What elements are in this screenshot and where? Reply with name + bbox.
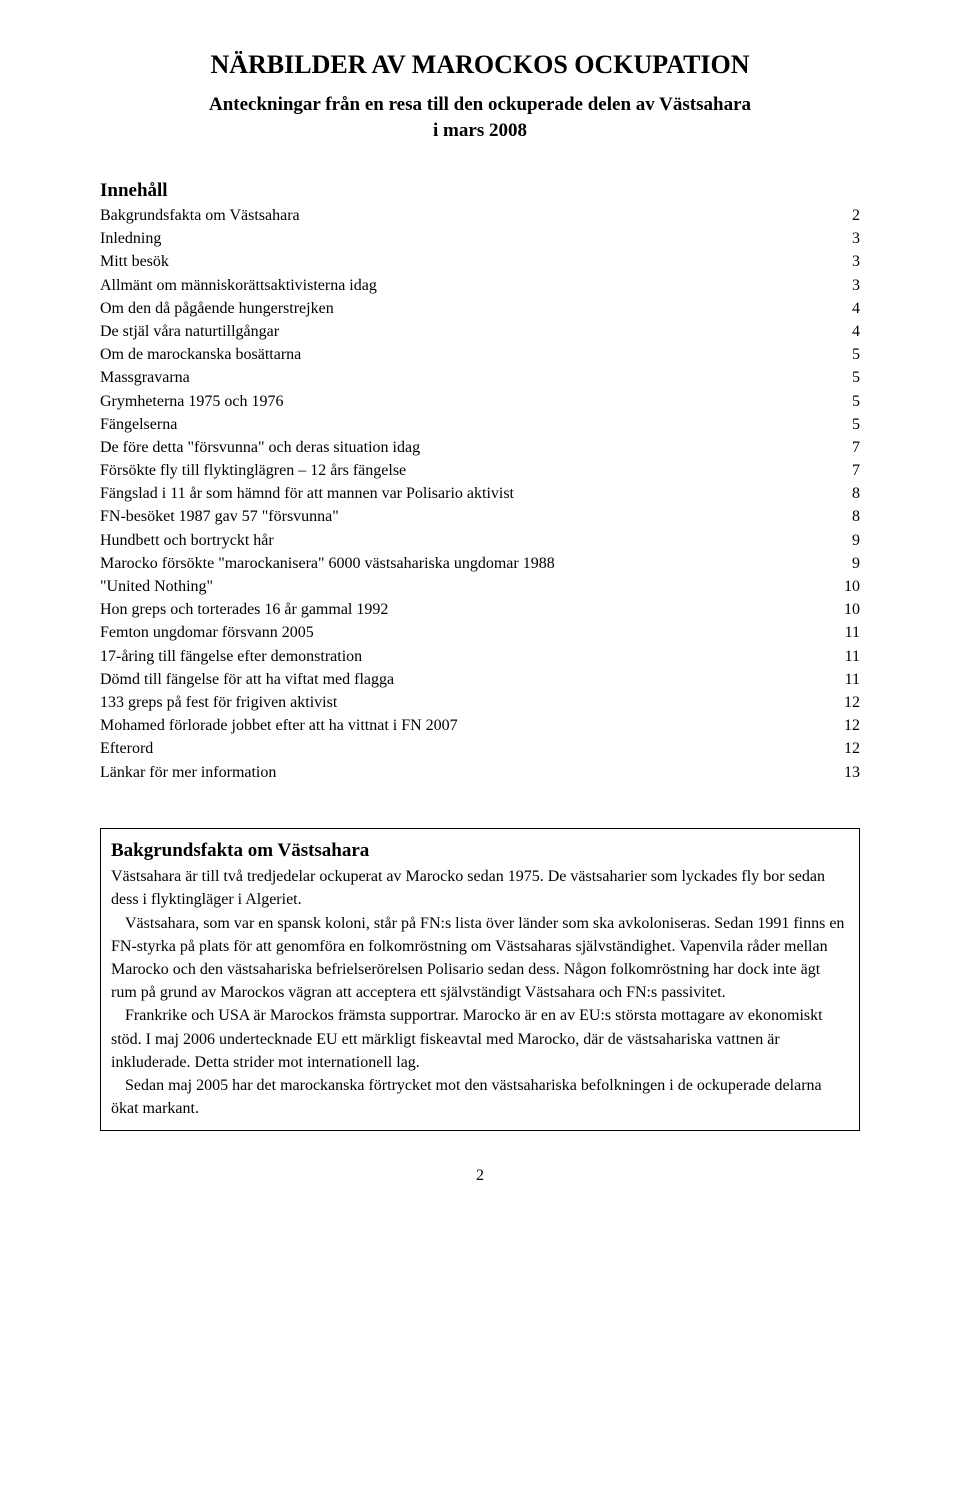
toc-page: 11 xyxy=(830,645,860,668)
factbox-heading: Bakgrundsfakta om Västsahara xyxy=(111,837,849,865)
toc-label: Inledning xyxy=(100,227,830,250)
toc-page: 11 xyxy=(830,621,860,644)
toc-page: 5 xyxy=(830,366,860,389)
toc-page: 7 xyxy=(830,459,860,482)
toc-row: Om de marockanska bosättarna5 xyxy=(100,343,860,366)
toc-page: 9 xyxy=(830,529,860,552)
toc-page: 4 xyxy=(830,320,860,343)
toc-page: 5 xyxy=(830,390,860,413)
toc-label: Fängslad i 11 år som hämnd för att manne… xyxy=(100,482,830,505)
toc-row: Inledning3 xyxy=(100,227,860,250)
toc-page: 10 xyxy=(830,575,860,598)
toc-label: Efterord xyxy=(100,737,830,760)
toc-row: Fängelserna5 xyxy=(100,413,860,436)
toc-row: Bakgrundsfakta om Västsahara2 xyxy=(100,204,860,227)
toc-row: Femton ungdomar försvann 200511 xyxy=(100,621,860,644)
toc-row: Mohamed förlorade jobbet efter att ha vi… xyxy=(100,714,860,737)
toc-row: Hon greps och torterades 16 år gammal 19… xyxy=(100,598,860,621)
toc-row: Grymheterna 1975 och 19765 xyxy=(100,390,860,413)
toc-row: 133 greps på fest för frigiven aktivist1… xyxy=(100,691,860,714)
toc-row: Marocko försökte "marockanisera" 6000 vä… xyxy=(100,552,860,575)
factbox: Bakgrundsfakta om Västsahara Västsahara … xyxy=(100,828,860,1132)
document-subtitle-line2: i mars 2008 xyxy=(100,120,860,142)
toc-page: 8 xyxy=(830,505,860,528)
toc-row: Allmänt om människorättsaktivisterna ida… xyxy=(100,274,860,297)
toc-label: Femton ungdomar försvann 2005 xyxy=(100,621,830,644)
toc-label: "United Nothing" xyxy=(100,575,830,598)
toc-row: Efterord12 xyxy=(100,737,860,760)
toc-row: FN-besöket 1987 gav 57 "försvunna"8 xyxy=(100,505,860,528)
toc-label: De före detta "försvunna" och deras situ… xyxy=(100,436,830,459)
factbox-paragraph: Västsahara, som var en spansk koloni, st… xyxy=(111,912,849,1005)
toc-row: Massgravarna5 xyxy=(100,366,860,389)
factbox-body: Västsahara är till två tredjedelar ockup… xyxy=(111,865,849,1120)
toc-page: 10 xyxy=(830,598,860,621)
toc-page: 3 xyxy=(830,274,860,297)
table-of-contents: Bakgrundsfakta om Västsahara2Inledning3M… xyxy=(100,204,860,784)
toc-page: 8 xyxy=(830,482,860,505)
toc-label: Marocko försökte "marockanisera" 6000 vä… xyxy=(100,552,830,575)
factbox-paragraph: Frankrike och USA är Marockos främsta su… xyxy=(111,1004,849,1074)
toc-label: Försökte fly till flyktinglägren – 12 år… xyxy=(100,459,830,482)
toc-page: 13 xyxy=(830,761,860,784)
toc-label: Hon greps och torterades 16 år gammal 19… xyxy=(100,598,830,621)
toc-row: Mitt besök3 xyxy=(100,250,860,273)
toc-label: De stjäl våra naturtillgångar xyxy=(100,320,830,343)
page-number: 2 xyxy=(100,1167,860,1185)
document-subtitle-line1: Anteckningar från en resa till den ockup… xyxy=(100,94,860,116)
toc-label: 133 greps på fest för frigiven aktivist xyxy=(100,691,830,714)
toc-page: 11 xyxy=(830,668,860,691)
toc-row: "United Nothing"10 xyxy=(100,575,860,598)
toc-label: Länkar för mer information xyxy=(100,761,830,784)
toc-row: Länkar för mer information13 xyxy=(100,761,860,784)
toc-page: 5 xyxy=(830,413,860,436)
toc-label: Om de marockanska bosättarna xyxy=(100,343,830,366)
toc-label: Allmänt om människorättsaktivisterna ida… xyxy=(100,274,830,297)
toc-page: 5 xyxy=(830,343,860,366)
toc-row: Om den då pågående hungerstrejken4 xyxy=(100,297,860,320)
toc-label: Hundbett och bortryckt hår xyxy=(100,529,830,552)
toc-row: 17-åring till fängelse efter demonstrati… xyxy=(100,645,860,668)
toc-label: Massgravarna xyxy=(100,366,830,389)
toc-heading: Innehåll xyxy=(100,180,860,202)
toc-row: Dömd till fängelse för att ha viftat med… xyxy=(100,668,860,691)
toc-page: 7 xyxy=(830,436,860,459)
toc-row: De stjäl våra naturtillgångar4 xyxy=(100,320,860,343)
toc-label: Mohamed förlorade jobbet efter att ha vi… xyxy=(100,714,830,737)
toc-page: 3 xyxy=(830,227,860,250)
toc-label: Grymheterna 1975 och 1976 xyxy=(100,390,830,413)
toc-label: 17-åring till fängelse efter demonstrati… xyxy=(100,645,830,668)
toc-label: Dömd till fängelse för att ha viftat med… xyxy=(100,668,830,691)
toc-label: Bakgrundsfakta om Västsahara xyxy=(100,204,830,227)
toc-page: 12 xyxy=(830,737,860,760)
toc-page: 3 xyxy=(830,250,860,273)
toc-row: Fängslad i 11 år som hämnd för att manne… xyxy=(100,482,860,505)
toc-page: 12 xyxy=(830,714,860,737)
toc-page: 12 xyxy=(830,691,860,714)
document-title: NÄRBILDER AV MAROCKOS OCKUPATION xyxy=(100,50,860,80)
toc-row: De före detta "försvunna" och deras situ… xyxy=(100,436,860,459)
factbox-paragraph: Sedan maj 2005 har det marockanska förtr… xyxy=(111,1074,849,1120)
toc-label: FN-besöket 1987 gav 57 "försvunna" xyxy=(100,505,830,528)
toc-page: 2 xyxy=(830,204,860,227)
toc-label: Om den då pågående hungerstrejken xyxy=(100,297,830,320)
factbox-paragraph: Västsahara är till två tredjedelar ockup… xyxy=(111,865,849,911)
toc-label: Mitt besök xyxy=(100,250,830,273)
toc-row: Försökte fly till flyktinglägren – 12 år… xyxy=(100,459,860,482)
toc-row: Hundbett och bortryckt hår9 xyxy=(100,529,860,552)
toc-page: 9 xyxy=(830,552,860,575)
toc-label: Fängelserna xyxy=(100,413,830,436)
toc-page: 4 xyxy=(830,297,860,320)
